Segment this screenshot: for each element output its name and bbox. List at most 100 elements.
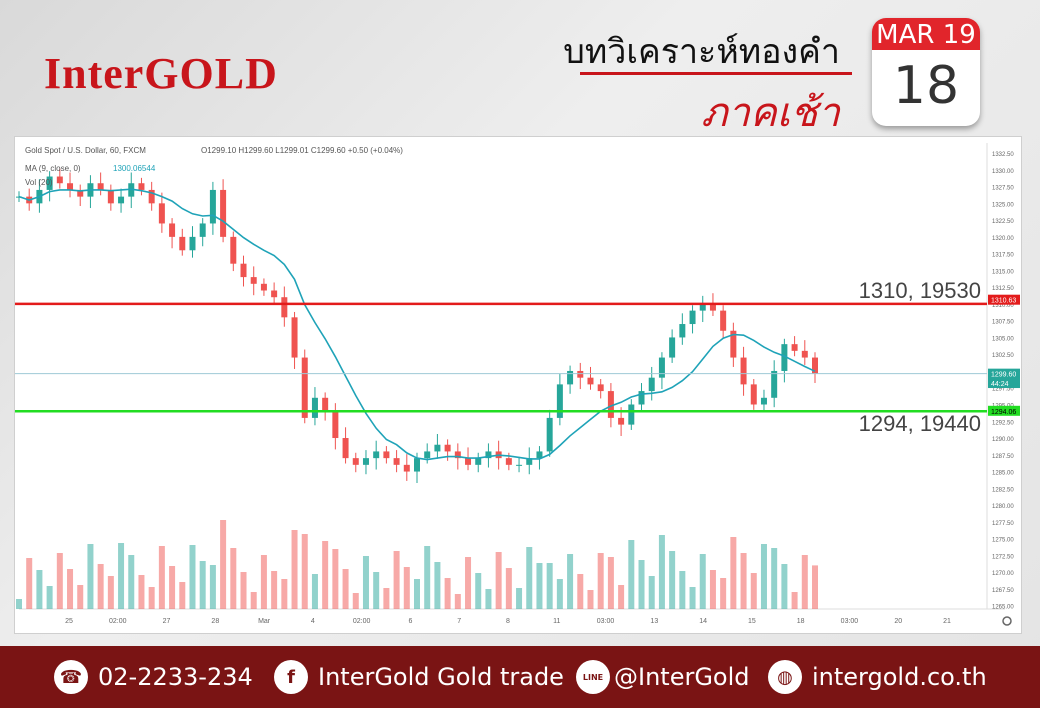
y-tick-label: 1282.50 <box>992 487 1014 493</box>
candle <box>271 290 278 298</box>
y-tick-label: 1292.50 <box>992 420 1014 426</box>
candle <box>516 464 523 466</box>
x-tick-label: 14 <box>699 618 707 625</box>
volume-bar <box>209 565 216 609</box>
intergold-logo: InterGOLD <box>44 49 278 98</box>
candle <box>301 357 308 418</box>
volume-bar <box>750 573 757 609</box>
candle <box>138 183 145 190</box>
support-label: 1294, 19440 <box>859 411 981 436</box>
candle <box>67 183 74 190</box>
x-tick-label: 11 <box>553 618 560 625</box>
volume-bar <box>311 574 318 609</box>
volume-bar <box>597 553 604 609</box>
line-contact[interactable]: LINE @InterGold <box>576 660 750 694</box>
chart-grid <box>19 143 1005 610</box>
volume-bar <box>587 590 594 609</box>
globe-icon: ◍ <box>768 660 802 694</box>
volume-bar <box>301 534 308 609</box>
candle <box>362 458 369 465</box>
y-tick-label: 1312.50 <box>992 286 1014 292</box>
line-id: @InterGold <box>614 663 750 691</box>
facebook-contact[interactable]: f InterGold Gold trade <box>274 660 564 694</box>
volume-bar <box>658 535 665 609</box>
y-tick-label: 1327.50 <box>992 186 1014 192</box>
volume-bar <box>169 566 176 609</box>
volume-bar <box>567 554 574 609</box>
candle <box>567 370 574 385</box>
volume-bar <box>720 578 727 609</box>
x-tick-label: 25 <box>65 618 73 625</box>
candle <box>107 189 114 204</box>
volume-bar <box>250 592 257 609</box>
candle <box>189 236 196 251</box>
x-tick-label: 15 <box>748 618 756 625</box>
x-tick-label: 02:00 <box>353 618 371 625</box>
y-tick-label: 1315.00 <box>992 269 1014 275</box>
volume-bar <box>107 576 114 609</box>
chart-title: Gold Spot / U.S. Dollar, 60, FXCM <box>25 146 146 155</box>
phone-number: 02-2233-234 <box>98 663 253 691</box>
candle <box>424 451 431 459</box>
y-tick-label: 1290.00 <box>992 437 1014 443</box>
candle <box>434 444 441 452</box>
candle <box>648 377 655 392</box>
settings-gear-icon[interactable] <box>1002 616 1012 626</box>
x-tick-label: 03:00 <box>841 618 859 625</box>
volume-bar <box>281 579 288 609</box>
volume-bar <box>138 575 145 609</box>
ma-legend-value: 1300.06544 <box>113 164 156 173</box>
volume-bar <box>577 574 584 609</box>
volume-bar <box>771 548 778 609</box>
volume-bar <box>352 593 359 609</box>
x-tick-label: 20 <box>894 618 902 625</box>
candle <box>587 377 594 385</box>
candle <box>669 337 676 358</box>
y-tick-label: 1325.00 <box>992 202 1014 208</box>
candle <box>801 350 808 358</box>
candle <box>485 451 492 459</box>
candle <box>750 384 757 405</box>
y-tick-label: 1330.00 <box>992 169 1014 175</box>
y-tick-label: 1332.50 <box>992 152 1014 158</box>
ma-line <box>18 188 816 461</box>
candle <box>454 451 461 459</box>
calendar-icon: MAR 19 18 <box>872 18 980 126</box>
title-underline <box>580 72 852 75</box>
candle <box>383 451 390 459</box>
candle <box>97 183 104 190</box>
volume-bar <box>199 561 206 609</box>
volume-bar <box>414 579 420 609</box>
chart-legend: Gold Spot / U.S. Dollar, 60, FXCM O1299.… <box>25 146 403 187</box>
y-tick-label: 1297.50 <box>992 387 1014 393</box>
candle <box>546 417 553 452</box>
volume-bar <box>179 582 186 609</box>
calendar-month: MAR 19 <box>872 18 980 50</box>
volume-bar <box>118 543 125 609</box>
candle <box>414 458 420 472</box>
candle <box>760 397 767 405</box>
phone-contact[interactable]: ☎ 02-2233-234 <box>54 660 253 694</box>
website-contact[interactable]: ◍ intergold.co.th <box>768 660 987 694</box>
volume-bar <box>618 585 625 609</box>
volume-bar <box>454 594 461 609</box>
candle <box>556 384 563 418</box>
volume-bar <box>556 579 563 609</box>
y-tick-label: 1265.00 <box>992 605 1014 611</box>
price-tag <box>988 368 1020 379</box>
volume-bar <box>607 557 614 609</box>
x-tick-label: 02:00 <box>109 618 127 625</box>
candle <box>536 451 543 459</box>
y-tick-label: 1322.50 <box>992 219 1014 225</box>
volume-bar <box>465 557 472 609</box>
volume-bar <box>87 544 94 609</box>
candle <box>250 277 257 284</box>
contact-footer: ☎ 02-2233-234 f InterGold Gold trade LIN… <box>0 646 1040 708</box>
volume-bar <box>546 563 553 609</box>
volume-bar <box>495 552 502 609</box>
volume-bar <box>373 572 380 609</box>
y-tick-label: 1302.50 <box>992 353 1014 359</box>
volume-bar <box>424 546 431 609</box>
candle <box>771 370 778 398</box>
